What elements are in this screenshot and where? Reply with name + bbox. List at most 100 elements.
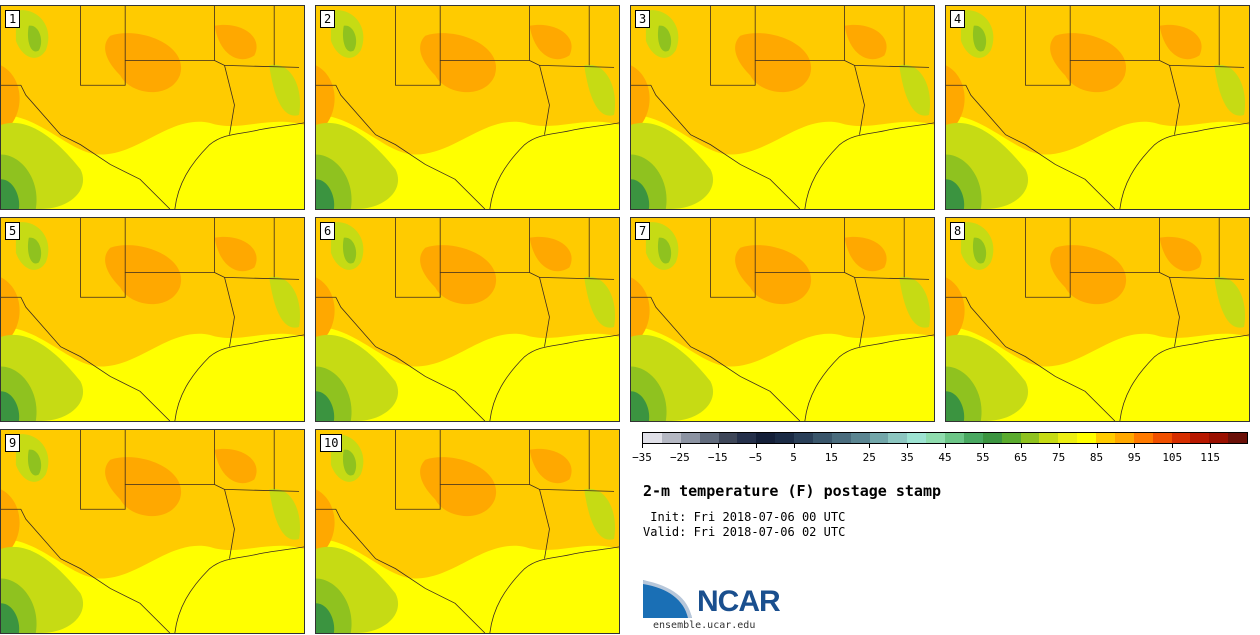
- colorbar-swatch: [982, 433, 1002, 443]
- panel-number-label: 1: [5, 10, 21, 28]
- colorbar-swatch: [1114, 433, 1134, 443]
- colorbar-swatch: [888, 433, 908, 443]
- panel-number-label: 6: [320, 222, 336, 240]
- panel-number-label: 5: [5, 222, 21, 240]
- map-panel-2: 2: [315, 5, 620, 210]
- colorbar-tick-label: 105: [1162, 451, 1183, 464]
- colorbar-swatch: [699, 433, 719, 443]
- state-border: [539, 489, 615, 492]
- colorbar-tick: [717, 444, 719, 448]
- colorbar-tick: [907, 444, 909, 448]
- state-border: [224, 65, 300, 68]
- colorbar-tick: [945, 444, 946, 448]
- map-panel-3: 3: [630, 5, 935, 210]
- state-border: [854, 277, 930, 280]
- temperature-field: [631, 6, 934, 209]
- colorbar-tick-label: −25: [669, 451, 690, 464]
- colorbar-swatch: [812, 433, 832, 443]
- colorbar-swatch: [945, 433, 964, 443]
- temperature-field: [946, 6, 1249, 209]
- temperature-field: [631, 218, 934, 421]
- colorbar-swatch: [680, 433, 700, 443]
- valid-time: Valid: Fri 2018-07-06 02 UTC: [643, 525, 846, 539]
- colorbar-tick: [755, 444, 757, 448]
- state-border: [539, 277, 615, 280]
- colorbar-tick-label: 5: [790, 451, 797, 464]
- colorbar-swatch: [1096, 433, 1115, 443]
- state-border: [1025, 218, 1180, 347]
- colorbar-swatch: [661, 433, 681, 443]
- state-border: [1, 84, 171, 209]
- state-border: [710, 218, 865, 347]
- colorbar-swatch: [775, 433, 794, 443]
- panel-number-label: 9: [5, 434, 21, 452]
- colorbar-swatch: [926, 433, 945, 443]
- map-panel-4: 4: [945, 5, 1250, 210]
- colorbar-tick-label: 55: [976, 451, 990, 464]
- colorbar-tick-label: 25: [862, 451, 876, 464]
- coastline: [804, 122, 934, 209]
- colorbar-swatch: [831, 433, 851, 443]
- coastline: [489, 334, 619, 421]
- colorbar-swatch: [737, 433, 757, 443]
- colorbar-swatch: [756, 433, 776, 443]
- colorbar-tick-label: 95: [1127, 451, 1141, 464]
- colorbar-tick: [831, 444, 833, 448]
- temperature-field: [1, 6, 304, 209]
- panel-number-label: 7: [635, 222, 651, 240]
- state-border: [316, 508, 486, 633]
- colorbar-tick-label: −15: [707, 451, 728, 464]
- colorbar-tick: [793, 444, 795, 448]
- state-border: [1169, 277, 1245, 280]
- state-border: [631, 84, 801, 209]
- coastline: [489, 122, 619, 209]
- panel-number-label: 4: [950, 10, 966, 28]
- state-border: [1, 296, 171, 421]
- state-border: [224, 277, 300, 280]
- colorbar-swatch: [643, 433, 662, 443]
- colorbar-swatch: [1058, 433, 1078, 443]
- state-border: [80, 430, 235, 559]
- map-panel-8: 8: [945, 217, 1250, 422]
- map-panel-1: 1: [0, 5, 305, 210]
- panel-number-label: 3: [635, 10, 651, 28]
- colorbar-tick-label: −35: [632, 451, 652, 464]
- plot-title: 2-m temperature (F) postage stamp: [643, 482, 942, 500]
- colorbar-tick-label: 45: [938, 451, 952, 464]
- coastline: [804, 334, 934, 421]
- state-border: [539, 65, 615, 68]
- temperature-field: [1, 430, 304, 633]
- colorbar-swatch: [1152, 433, 1172, 443]
- state-border: [631, 296, 801, 421]
- panel-number-label: 10: [320, 434, 343, 452]
- colorbar-tick: [1096, 444, 1098, 448]
- coastline: [174, 546, 304, 633]
- temperature-field: [316, 218, 619, 421]
- state-border: [395, 430, 550, 559]
- colorbar-swatch: [907, 433, 927, 443]
- colorbar-tick: [982, 444, 984, 448]
- temperature-field: [316, 6, 619, 209]
- state-border: [1, 508, 171, 633]
- colorbar-tick-label: 15: [824, 451, 838, 464]
- panel-number-label: 2: [320, 10, 336, 28]
- temperature-field: [316, 430, 619, 633]
- colorbar-swatch: [869, 433, 889, 443]
- state-border: [946, 296, 1116, 421]
- colorbar-tick: [1058, 444, 1060, 448]
- state-border: [395, 6, 550, 135]
- state-border: [316, 84, 486, 209]
- colorbar-swatch: [1228, 433, 1247, 443]
- ncar-wordmark: NCAR: [697, 585, 781, 618]
- colorbar-swatch: [718, 433, 738, 443]
- colorbar-swatch: [794, 433, 813, 443]
- ensemble-url[interactable]: ensemble.ucar.edu: [653, 620, 756, 631]
- map-panel-5: 5: [0, 217, 305, 422]
- state-border: [80, 6, 235, 135]
- colorbar-swatch: [1133, 433, 1153, 443]
- state-border: [1025, 6, 1180, 135]
- colorbar-tick-label: −5: [749, 451, 763, 464]
- panel-number-label: 8: [950, 222, 966, 240]
- colorbar-tick: [1172, 444, 1174, 448]
- colorbar-swatch: [1020, 433, 1040, 443]
